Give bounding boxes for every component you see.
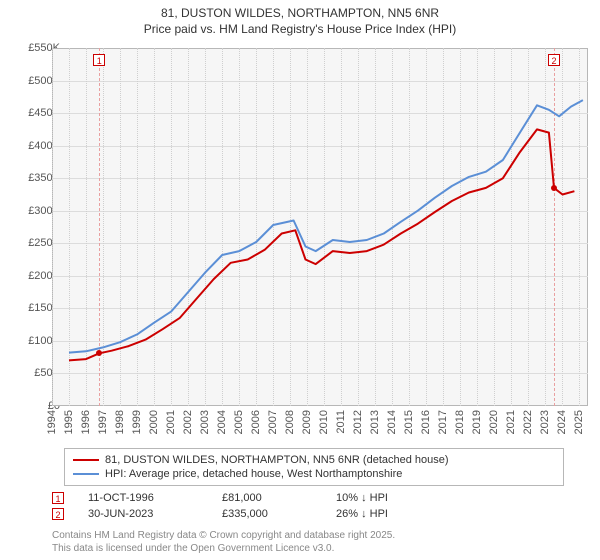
attribution-line-2: This data is licensed under the Open Gov… — [52, 543, 588, 556]
x-tick-label: 2023 — [539, 410, 551, 434]
attribution: Contains HM Land Registry data © Crown c… — [52, 530, 588, 555]
legend-swatch — [73, 473, 99, 475]
top-marker-box: 1 — [93, 54, 105, 66]
title-block: 81, DUSTON WILDES, NORTHAMPTON, NN5 6NR … — [0, 0, 600, 37]
title-line-1: 81, DUSTON WILDES, NORTHAMPTON, NN5 6NR — [0, 6, 600, 22]
x-tick-label: 2008 — [284, 410, 296, 434]
x-tick-label: 2005 — [233, 410, 245, 434]
note-index-box: 2 — [52, 508, 64, 520]
title-line-2: Price paid vs. HM Land Registry's House … — [0, 22, 600, 38]
note-delta: 26% ↓ HPI — [336, 508, 446, 520]
note-index-box: 1 — [52, 492, 64, 504]
x-tick-label: 2010 — [318, 410, 330, 434]
x-tick-label: 2017 — [437, 410, 449, 434]
x-tick-label: 2006 — [250, 410, 262, 434]
legend-item: HPI: Average price, detached house, West… — [73, 467, 555, 481]
x-tick-label: 2015 — [403, 410, 415, 434]
legend-swatch — [73, 459, 99, 461]
x-tick-label: 2002 — [182, 410, 194, 434]
note-date: 11-OCT-1996 — [88, 492, 198, 504]
attribution-line-1: Contains HM Land Registry data © Crown c… — [52, 530, 588, 543]
x-tick-label: 2013 — [369, 410, 381, 434]
price-marker-dot — [96, 350, 102, 356]
x-axis-labels: 1994199519961997199819992000200120022003… — [52, 408, 588, 446]
legend-label: 81, DUSTON WILDES, NORTHAMPTON, NN5 6NR … — [105, 454, 449, 466]
x-tick-label: 2009 — [301, 410, 313, 434]
note-delta: 10% ↓ HPI — [336, 492, 446, 504]
top-marker-box: 2 — [548, 54, 560, 66]
x-tick-label: 2022 — [522, 410, 534, 434]
x-tick-label: 1995 — [63, 410, 75, 434]
x-tick-label: 2021 — [505, 410, 517, 434]
transaction-notes: 1 11-OCT-1996 £81,000 10% ↓ HPI 2 30-JUN… — [52, 490, 588, 522]
chart-lines-svg — [52, 48, 588, 406]
x-tick-label: 1998 — [114, 410, 126, 434]
x-tick-label: 2004 — [216, 410, 228, 434]
legend: 81, DUSTON WILDES, NORTHAMPTON, NN5 6NR … — [64, 448, 564, 486]
note-date: 30-JUN-2023 — [88, 508, 198, 520]
x-tick-label: 2025 — [573, 410, 585, 434]
legend-label: HPI: Average price, detached house, West… — [105, 468, 402, 480]
note-price: £335,000 — [222, 508, 312, 520]
x-tick-label: 2014 — [386, 410, 398, 434]
chart-container: 81, DUSTON WILDES, NORTHAMPTON, NN5 6NR … — [0, 0, 600, 560]
x-tick-label: 2018 — [454, 410, 466, 434]
x-tick-label: 1997 — [97, 410, 109, 434]
x-tick-label: 2020 — [488, 410, 500, 434]
note-row: 2 30-JUN-2023 £335,000 26% ↓ HPI — [52, 506, 588, 522]
x-tick-label: 2019 — [471, 410, 483, 434]
x-tick-label: 2011 — [335, 410, 347, 434]
note-row: 1 11-OCT-1996 £81,000 10% ↓ HPI — [52, 490, 588, 506]
x-tick-label: 2001 — [165, 410, 177, 434]
note-price: £81,000 — [222, 492, 312, 504]
series-line — [69, 100, 583, 353]
x-tick-label: 2016 — [420, 410, 432, 434]
price-marker-dot — [551, 185, 557, 191]
x-tick-label: 2012 — [352, 410, 364, 434]
x-tick-label: 1996 — [80, 410, 92, 434]
x-tick-label: 2024 — [556, 410, 568, 434]
x-tick-label: 2003 — [199, 410, 211, 434]
chart-area: 12 — [52, 48, 588, 406]
legend-item: 81, DUSTON WILDES, NORTHAMPTON, NN5 6NR … — [73, 453, 555, 467]
x-tick-label: 2000 — [148, 410, 160, 434]
x-tick-label: 1994 — [46, 410, 58, 434]
x-tick-label: 1999 — [131, 410, 143, 434]
x-tick-label: 2007 — [267, 410, 279, 434]
